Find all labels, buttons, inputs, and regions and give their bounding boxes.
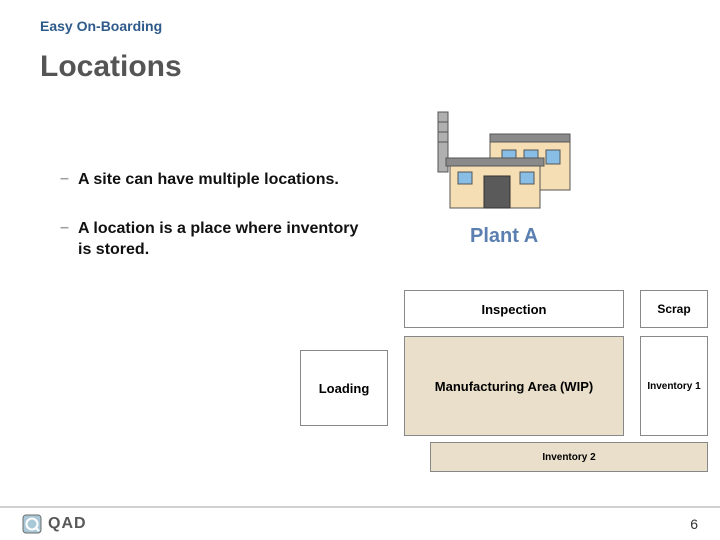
page-number: 6 <box>690 516 698 532</box>
floorplan-diagram: Inspection Scrap Loading Manufacturing Area… <box>300 290 708 480</box>
page-title: Locations <box>40 50 182 84</box>
floorplan-box-inspection: Inspection <box>404 290 624 328</box>
kicker: Easy On-Boarding <box>40 18 162 34</box>
plant-label: Plant A <box>470 225 538 248</box>
floorplan-box-inv2: Inventory 2 <box>430 442 708 472</box>
floorplan-box-label: Inspection <box>481 302 546 317</box>
slide: Easy On-Boarding Locations –A site can h… <box>0 0 720 540</box>
floorplan-box-scrap: Scrap <box>640 290 708 328</box>
floorplan-box-loading: Loading <box>300 350 388 426</box>
floorplan-box-label: Inventory 2 <box>542 452 595 463</box>
qad-logo: QAD <box>22 514 87 534</box>
bullet-item: –A location is a place where inventory i… <box>60 219 360 261</box>
logo-mark-icon <box>22 514 42 534</box>
bullet-text: A site can have multiple locations. <box>78 170 339 191</box>
floorplan-box-label: Scrap <box>657 302 690 316</box>
floorplan-box-label: Inventory 1 <box>647 381 700 392</box>
bullet-dash-icon: – <box>60 219 78 261</box>
floorplan-box-wip: Manufacturing Area (WIP) <box>404 336 624 436</box>
logo-text: QAD <box>48 515 87 533</box>
factory-illustration <box>420 110 580 210</box>
floorplan-box-inv1: Inventory 1 <box>640 336 708 436</box>
bullet-item: –A site can have multiple locations. <box>60 170 360 191</box>
bullet-list: –A site can have multiple locations.–A l… <box>60 170 360 288</box>
bullet-dash-icon: – <box>60 170 78 191</box>
floorplan-box-label: Loading <box>319 381 370 396</box>
footer: QAD 6 <box>0 506 720 540</box>
bullet-text: A location is a place where inventory is… <box>78 219 360 261</box>
floorplan-box-label: Manufacturing Area (WIP) <box>435 379 593 394</box>
